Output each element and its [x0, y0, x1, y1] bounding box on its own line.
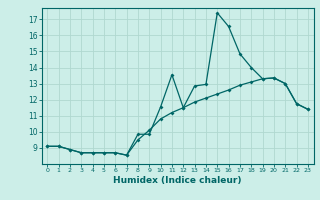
X-axis label: Humidex (Indice chaleur): Humidex (Indice chaleur) [113, 176, 242, 185]
